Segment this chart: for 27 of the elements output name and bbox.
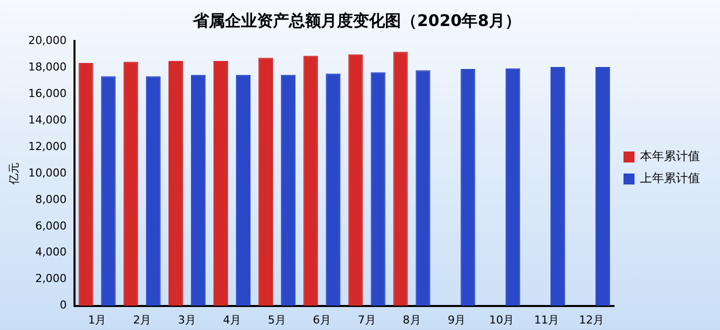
y-tick-label: 14,000	[28, 113, 67, 126]
x-tick-label: 6月	[312, 313, 331, 326]
x-tick-label: 4月	[222, 313, 241, 326]
x-tick-label: 2月	[133, 313, 152, 326]
y-tick-label: 18,000	[28, 60, 67, 74]
x-tick-label: 5月	[268, 313, 286, 326]
y-tick-label: 12,000	[28, 140, 67, 153]
x-tick-label: 1月	[88, 313, 106, 326]
y-tick-label: 8,000	[35, 192, 67, 206]
x-tick-label: 10月	[489, 313, 514, 326]
x-tick-label: 9月	[448, 313, 466, 326]
y-tick-label: 10,000	[28, 166, 67, 180]
y-axis-title: 亿元	[7, 162, 20, 186]
y-tick-label: 0	[60, 298, 67, 312]
x-tick-label: 3月	[178, 313, 196, 326]
y-tick-label: 6,000	[35, 219, 67, 232]
y-tick-label: 4,000	[35, 246, 67, 259]
x-tick-label: 8月	[402, 313, 421, 326]
legend-label: 本年累计值	[640, 149, 700, 164]
y-tick-label: 20,000	[28, 34, 67, 48]
x-tick-label: 7月	[358, 313, 376, 326]
x-tick-label: 12月	[579, 313, 604, 326]
y-tick-label: 2,000	[35, 272, 67, 286]
y-tick-label: 16,000	[28, 86, 67, 100]
legend-label: 上年累计值	[640, 171, 700, 186]
x-tick-label: 11月	[534, 313, 560, 326]
chart-title: 省属企业资产总额月度变化图（2020年8月）	[192, 10, 521, 30]
